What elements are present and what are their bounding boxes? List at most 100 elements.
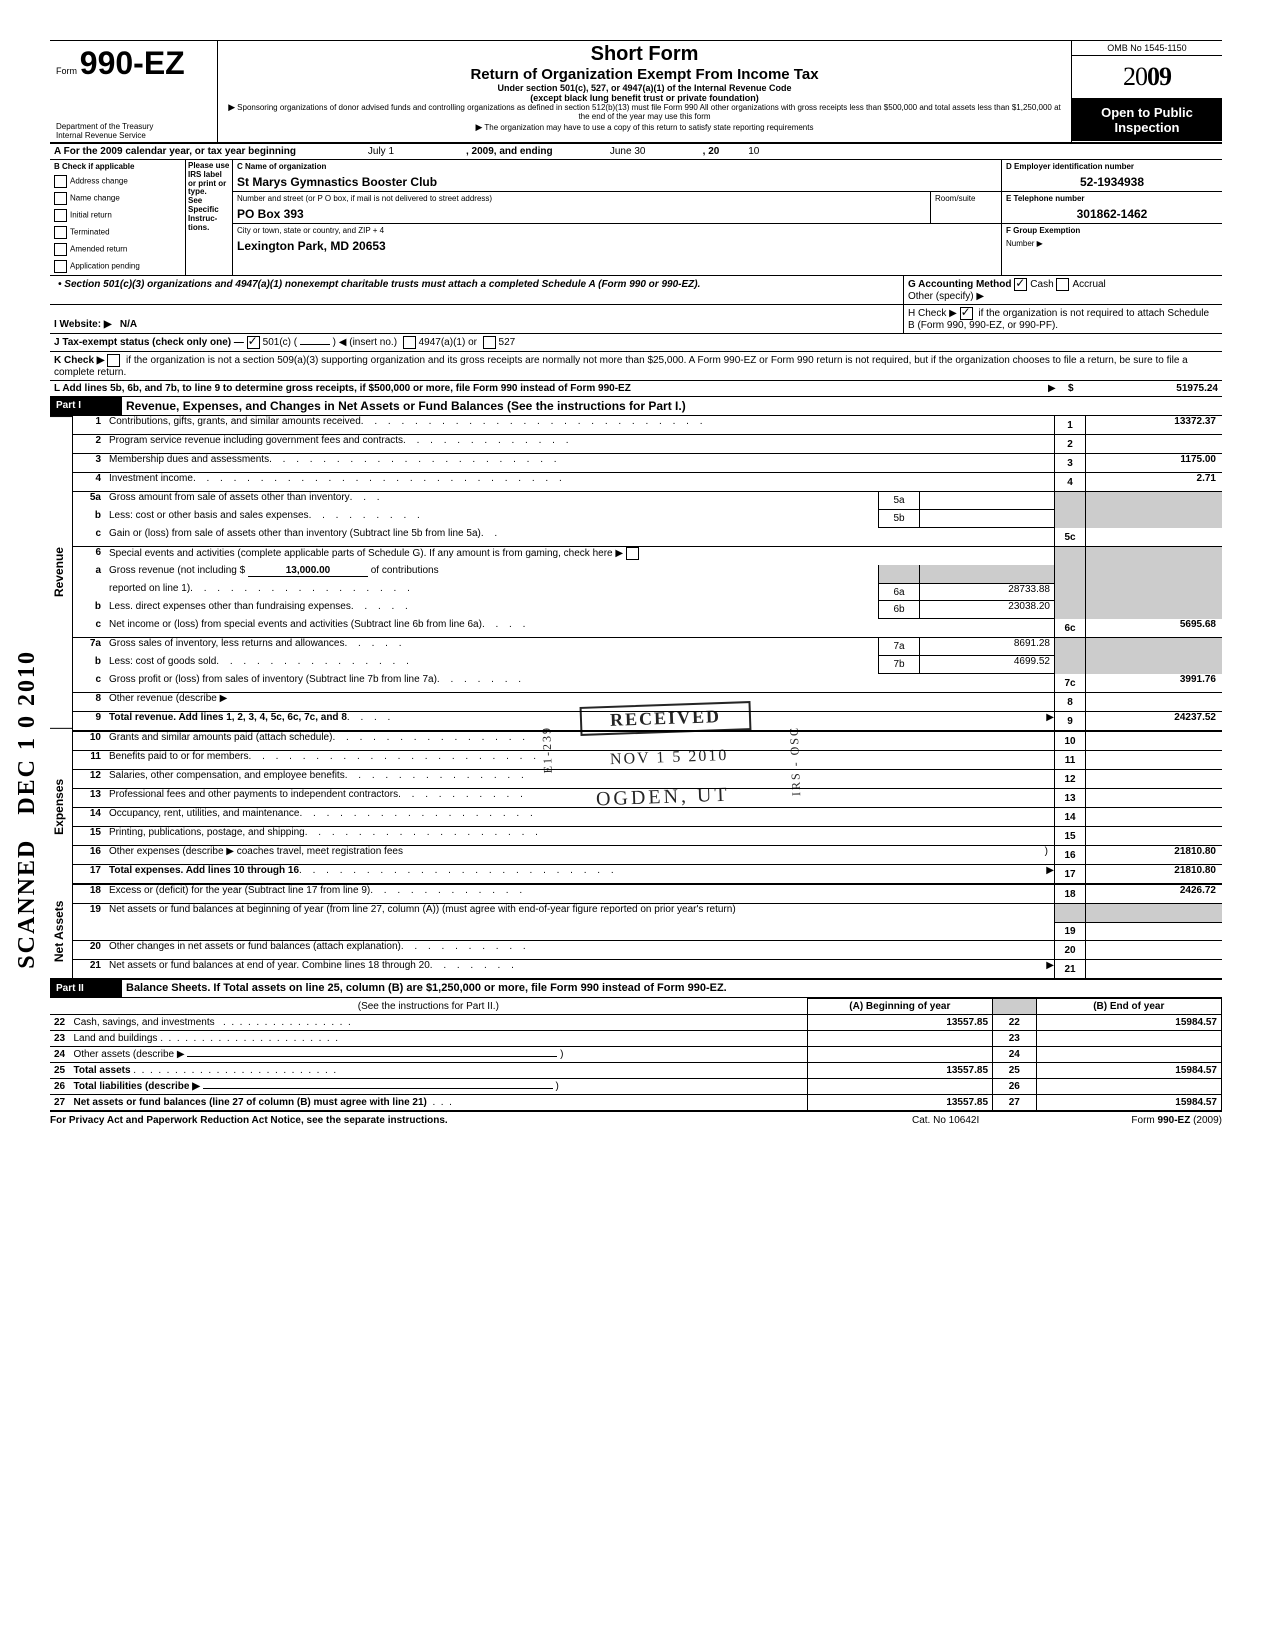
g-other: Other (specify) ▶	[908, 291, 1218, 302]
bal25-b: 15984.57	[1036, 1063, 1221, 1079]
d-label: D Employer identification number	[1002, 160, 1222, 173]
line2-desc: Program service revenue including govern…	[109, 435, 403, 453]
inspection: Inspection	[1074, 120, 1220, 135]
dept-treasury: Department of the Treasury	[56, 122, 211, 131]
i-value: N/A	[120, 319, 137, 330]
line6a-contrib: 13,000.00	[248, 565, 368, 577]
line5c-val	[1086, 528, 1222, 546]
bal22-a: 13557.85	[807, 1015, 992, 1031]
chk-terminated[interactable]	[54, 226, 67, 239]
line15-val	[1086, 827, 1222, 845]
line12-val	[1086, 770, 1222, 788]
i-label: I Website: ▶	[54, 319, 112, 330]
line21-desc: Net assets or fund balances at end of ye…	[109, 960, 430, 978]
line7c-val: 3991.76	[1086, 674, 1222, 692]
chk-gaming[interactable]	[626, 547, 639, 560]
line11-val	[1086, 751, 1222, 769]
chk-pending[interactable]	[54, 260, 67, 273]
irs-label: Internal Revenue Service	[56, 131, 211, 140]
lbl-4947: 4947(a)(1) or	[419, 337, 477, 348]
period-row: A For the 2009 calendar year, or tax yea…	[50, 144, 1222, 160]
please-label: Please use IRS label or print or type.	[188, 162, 230, 197]
bal24-b	[1036, 1047, 1221, 1063]
line13-desc: Professional fees and other payments to …	[109, 789, 398, 807]
bal27-b: 15984.57	[1036, 1095, 1221, 1112]
period-a-label: A For the 2009 calendar year, or tax yea…	[54, 146, 296, 157]
line6a-suffix: of contributions	[371, 565, 439, 576]
lbl-amended: Amended return	[70, 245, 127, 254]
chk-amended[interactable]	[54, 243, 67, 256]
line6b-mval: 23038.20	[920, 601, 1054, 619]
line5b-mval	[920, 510, 1054, 528]
line8-desc: Other revenue (describe ▶	[109, 693, 227, 704]
under-section: Under section 501(c), 527, or 4947(a)(1)…	[228, 83, 1061, 93]
form-number: 990-EZ	[80, 45, 185, 81]
chk-4947[interactable]	[403, 336, 416, 349]
room-label: Room/suite	[931, 192, 1001, 205]
line12-desc: Salaries, other compensation, and employ…	[109, 770, 345, 788]
line6b-desc: Less. direct expenses other than fundrai…	[109, 601, 351, 619]
d-value: 52-1934938	[1002, 173, 1222, 191]
period-mid: , 2009, and ending	[466, 146, 553, 157]
part1-label: Part I	[50, 397, 122, 415]
l-value: 51975.24	[1088, 383, 1218, 394]
line16-desc: Other expenses (describe ▶ coaches trave…	[109, 846, 403, 857]
chk-527[interactable]	[483, 336, 496, 349]
bal23-a	[807, 1031, 992, 1047]
line21-val	[1086, 960, 1222, 978]
bal22-b: 15984.57	[1036, 1015, 1221, 1031]
footer-cat: Cat. No 10642I	[912, 1115, 1062, 1126]
street-label: Number and street (or P O box, if mail i…	[233, 192, 930, 205]
line18-val: 2426.72	[1086, 885, 1222, 903]
line7b-desc: Less: cost of goods sold	[109, 656, 216, 674]
f-label: F Group Exemption	[1006, 226, 1080, 235]
chk-k[interactable]	[107, 354, 120, 367]
line18-desc: Excess or (deficit) for the year (Subtra…	[109, 885, 370, 903]
chk-cash[interactable]	[1014, 278, 1027, 291]
k-text: if the organization is not a section 509…	[54, 355, 1188, 378]
line17-val: 21810.80	[1086, 865, 1222, 883]
bal23-desc: Land and buildings	[73, 1033, 157, 1044]
line7a-mval: 8691.28	[920, 638, 1054, 656]
part2-title: Balance Sheets. If Total assets on line …	[122, 980, 1222, 997]
stamp-received: RECEIVED	[580, 701, 752, 736]
part1-title: Revenue, Expenses, and Changes in Net As…	[122, 397, 1222, 415]
street-value: PO Box 393	[233, 205, 930, 223]
line7b-mval: 4699.52	[920, 656, 1054, 674]
line3-val: 1175.00	[1086, 454, 1222, 472]
stamp-irsosc: IRS - OSC	[787, 726, 804, 796]
lbl-pending: Application pending	[70, 262, 140, 271]
city-value: Lexington Park, MD 20653	[233, 237, 1001, 255]
line7c-desc: Gross profit or (loss) from sales of inv…	[109, 674, 437, 692]
line2-val	[1086, 435, 1222, 453]
line4-desc: Investment income	[109, 473, 193, 491]
side-netassets: Net Assets	[50, 884, 72, 978]
line6apre-desc: Gross revenue (not including $	[109, 565, 245, 576]
side-expenses: Expenses	[50, 728, 72, 884]
lbl-accrual: Accrual	[1072, 279, 1105, 290]
see-label: See Specific Instruc-tions.	[188, 197, 230, 232]
chk-accrual[interactable]	[1056, 278, 1069, 291]
line1-desc: Contributions, gifts, grants, and simila…	[109, 416, 361, 434]
line1-val: 13372.37	[1086, 416, 1222, 434]
bal22-desc: Cash, savings, and investments	[73, 1017, 214, 1028]
g-label: G Accounting Method	[908, 279, 1012, 290]
line5c-desc: Gain or (loss) from sale of assets other…	[109, 528, 481, 546]
bal27-a: 13557.85	[807, 1095, 992, 1112]
bal26-desc: Total liabilities (describe ▶	[73, 1081, 199, 1092]
bal25-desc: Total assets	[73, 1065, 130, 1076]
line6a-desc: reported on line 1)	[109, 583, 190, 601]
bal24-a	[807, 1047, 992, 1063]
chk-501c[interactable]	[247, 336, 260, 349]
line6a-mval: 28733.88	[920, 583, 1054, 601]
chk-initial-return[interactable]	[54, 209, 67, 222]
lbl-initial-return: Initial return	[70, 211, 112, 220]
line20-desc: Other changes in net assets or fund bala…	[109, 941, 401, 959]
form-label: Form	[56, 66, 77, 76]
chk-h[interactable]	[960, 307, 973, 320]
chk-address-change[interactable]	[54, 175, 67, 188]
chk-name-change[interactable]	[54, 192, 67, 205]
stamp-e1239: E1-239	[539, 726, 556, 774]
line20-val	[1086, 941, 1222, 959]
line9-desc: Total revenue. Add lines 1, 2, 3, 4, 5c,…	[109, 712, 347, 730]
